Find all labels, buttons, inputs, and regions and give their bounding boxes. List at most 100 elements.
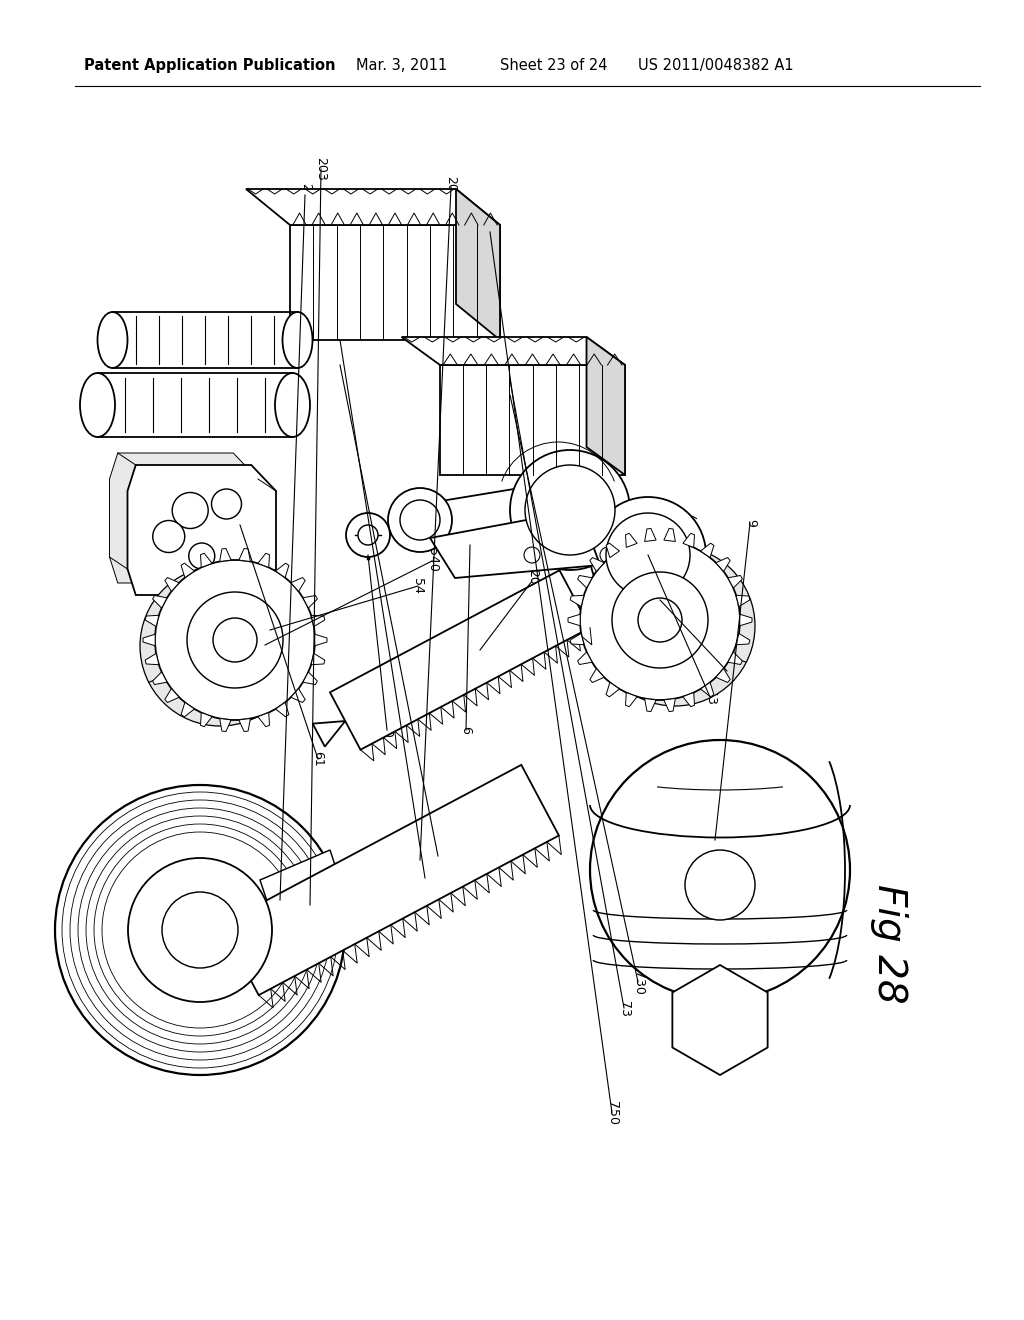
Polygon shape xyxy=(736,595,750,606)
Polygon shape xyxy=(311,653,325,665)
Ellipse shape xyxy=(283,312,312,368)
Polygon shape xyxy=(202,960,240,990)
Polygon shape xyxy=(673,965,768,1074)
Text: 750: 750 xyxy=(606,1101,618,1125)
Polygon shape xyxy=(201,713,212,727)
Polygon shape xyxy=(739,614,752,626)
Polygon shape xyxy=(181,702,195,717)
Polygon shape xyxy=(153,595,167,609)
Polygon shape xyxy=(258,713,269,727)
Polygon shape xyxy=(700,543,714,557)
Ellipse shape xyxy=(97,312,128,368)
Text: 73: 73 xyxy=(618,1001,631,1016)
Polygon shape xyxy=(456,189,500,341)
Text: US 2011/0048382 A1: US 2011/0048382 A1 xyxy=(638,58,794,73)
Polygon shape xyxy=(728,576,742,587)
Polygon shape xyxy=(290,224,500,341)
Circle shape xyxy=(524,546,540,564)
Text: 201: 201 xyxy=(444,176,457,199)
Polygon shape xyxy=(181,564,195,578)
Circle shape xyxy=(140,566,300,726)
Circle shape xyxy=(590,741,850,1001)
Polygon shape xyxy=(510,545,630,565)
Circle shape xyxy=(388,488,452,552)
Circle shape xyxy=(685,850,755,920)
Text: 61: 61 xyxy=(311,751,324,767)
Polygon shape xyxy=(626,533,637,548)
Polygon shape xyxy=(728,652,742,664)
Text: 9: 9 xyxy=(744,519,757,527)
Polygon shape xyxy=(275,702,289,717)
Polygon shape xyxy=(606,682,620,697)
Ellipse shape xyxy=(275,374,310,437)
Text: 53: 53 xyxy=(705,689,717,705)
Polygon shape xyxy=(165,578,179,591)
Polygon shape xyxy=(664,528,676,541)
Polygon shape xyxy=(440,366,625,475)
Polygon shape xyxy=(716,557,730,572)
Text: 6: 6 xyxy=(460,726,472,734)
Polygon shape xyxy=(143,634,156,645)
Polygon shape xyxy=(246,189,500,224)
Polygon shape xyxy=(568,614,581,626)
Polygon shape xyxy=(219,548,231,561)
Polygon shape xyxy=(736,634,750,644)
Polygon shape xyxy=(578,576,592,587)
Polygon shape xyxy=(716,668,730,682)
Circle shape xyxy=(638,598,682,642)
Polygon shape xyxy=(664,698,676,711)
Text: Mar. 3, 2011: Mar. 3, 2011 xyxy=(356,58,447,73)
Circle shape xyxy=(400,500,440,540)
Polygon shape xyxy=(291,689,305,702)
Circle shape xyxy=(358,525,378,545)
Text: 730: 730 xyxy=(633,972,645,995)
Polygon shape xyxy=(110,453,258,583)
Circle shape xyxy=(590,498,706,612)
Circle shape xyxy=(510,450,630,570)
Ellipse shape xyxy=(80,374,115,437)
Polygon shape xyxy=(578,652,592,664)
Polygon shape xyxy=(291,578,305,591)
Polygon shape xyxy=(260,850,340,909)
Polygon shape xyxy=(201,553,212,568)
Circle shape xyxy=(188,543,215,569)
Text: 540: 540 xyxy=(426,548,438,572)
Text: 202: 202 xyxy=(526,569,539,593)
Polygon shape xyxy=(145,615,159,627)
Polygon shape xyxy=(239,718,251,731)
Text: Patent Application Publication: Patent Application Publication xyxy=(84,58,336,73)
Polygon shape xyxy=(303,595,317,609)
Polygon shape xyxy=(330,570,590,750)
Text: 530: 530 xyxy=(721,659,733,682)
Circle shape xyxy=(595,546,755,706)
Text: 54: 54 xyxy=(412,578,424,594)
Text: 200: 200 xyxy=(299,183,311,207)
Text: 74: 74 xyxy=(419,871,431,887)
Polygon shape xyxy=(303,672,317,685)
Polygon shape xyxy=(314,634,327,645)
Text: Fig 28: Fig 28 xyxy=(869,884,908,1003)
Polygon shape xyxy=(587,337,625,475)
Circle shape xyxy=(606,513,690,597)
Polygon shape xyxy=(239,548,251,561)
Polygon shape xyxy=(401,337,625,366)
Polygon shape xyxy=(275,564,289,578)
Polygon shape xyxy=(430,510,600,578)
Circle shape xyxy=(162,892,238,968)
Polygon shape xyxy=(258,553,269,568)
Polygon shape xyxy=(570,595,584,606)
Circle shape xyxy=(525,465,615,554)
Polygon shape xyxy=(570,634,584,644)
Polygon shape xyxy=(683,533,694,548)
Circle shape xyxy=(600,546,616,564)
Polygon shape xyxy=(312,721,345,747)
Polygon shape xyxy=(590,668,604,682)
Text: 203: 203 xyxy=(314,157,327,181)
Polygon shape xyxy=(153,672,167,685)
Polygon shape xyxy=(700,682,714,697)
Polygon shape xyxy=(626,693,637,706)
Circle shape xyxy=(155,560,315,719)
Text: 740: 740 xyxy=(432,841,444,865)
Circle shape xyxy=(55,785,345,1074)
Circle shape xyxy=(612,572,708,668)
